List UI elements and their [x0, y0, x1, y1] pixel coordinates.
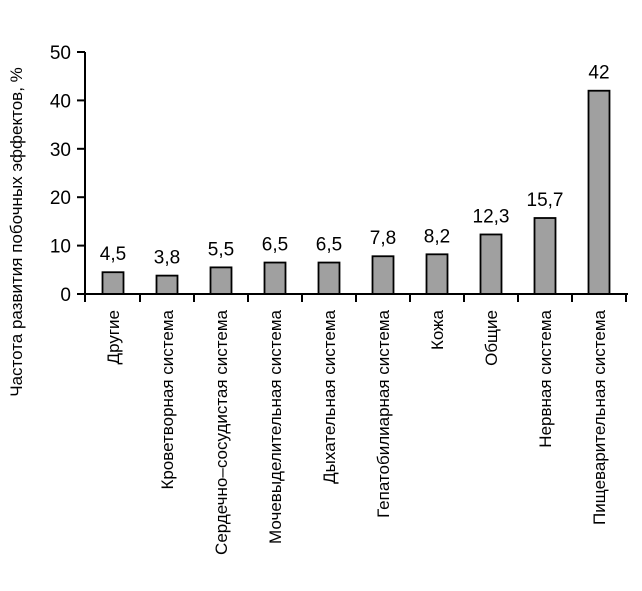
- x-tick-label: Сердечно–сосудистая система: [212, 309, 231, 554]
- data-label: 5,5: [208, 239, 234, 260]
- bar: [533, 217, 557, 295]
- data-label: 6,5: [316, 235, 342, 256]
- data-label: 15,7: [527, 190, 564, 211]
- y-axis-label: Частота развития побочных эффектов, %: [7, 67, 26, 397]
- data-label: 42: [588, 63, 609, 84]
- y-tick-label: 20: [50, 188, 71, 209]
- data-label: 6,5: [262, 235, 288, 256]
- x-tick-label: Гепатобилиарная система: [374, 309, 393, 517]
- data-label: 7,8: [370, 228, 396, 249]
- data-label: 12,3: [473, 206, 510, 227]
- y-tick-label: 10: [50, 237, 71, 258]
- y-tick-label: 40: [50, 91, 71, 112]
- y-tick-label: 0: [60, 285, 71, 306]
- bar: [155, 274, 179, 295]
- x-tick-label: Общие: [482, 310, 501, 366]
- data-label: 8,2: [424, 226, 450, 247]
- x-tick-label: Дыхательная система: [320, 309, 339, 483]
- x-tick-label: Нервная система: [536, 309, 555, 447]
- y-axis: 0 10 20 30 40 50: [50, 43, 86, 306]
- x-tick-label: Пищеварительная система: [590, 309, 609, 524]
- bar: [101, 271, 125, 295]
- bar: [425, 253, 449, 295]
- x-tick-label: Мочевыделительная система: [266, 309, 285, 543]
- bar: [587, 89, 611, 295]
- data-label: 3,8: [154, 248, 180, 269]
- bar: [263, 261, 287, 295]
- bar: [317, 261, 341, 295]
- x-tick-label: Другие: [104, 310, 123, 364]
- bar: [479, 233, 503, 295]
- data-label: 4,5: [100, 244, 126, 265]
- x-tick-label: Кожа: [428, 309, 447, 350]
- x-tick-label: Кроветворная система: [158, 309, 177, 489]
- y-tick-label: 50: [50, 43, 71, 64]
- data-labels: 4,5 3,8 5,5 6,5 6,5 7,8 8,2 12,3 15,7 42: [100, 63, 610, 269]
- bar: [371, 255, 395, 295]
- x-axis: Другие Кроветворная система Сердечно–сосуд…: [84, 293, 628, 555]
- bars: [101, 89, 611, 295]
- bar: [209, 266, 233, 295]
- y-tick-label: 30: [50, 140, 71, 161]
